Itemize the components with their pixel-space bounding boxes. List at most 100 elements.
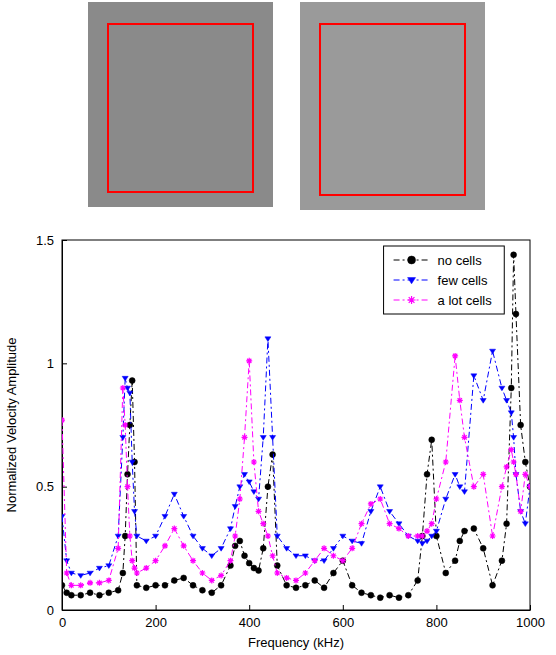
marker bbox=[302, 570, 308, 576]
marker-group bbox=[321, 585, 327, 591]
marker-group bbox=[330, 547, 336, 552]
marker bbox=[232, 533, 238, 539]
tick-label: 600 bbox=[332, 615, 354, 630]
marker-group bbox=[251, 490, 257, 495]
tick: 200 bbox=[145, 605, 167, 630]
marker bbox=[429, 437, 435, 443]
marker-group bbox=[443, 497, 449, 502]
marker bbox=[518, 422, 524, 428]
marker-group bbox=[122, 376, 128, 381]
marker bbox=[87, 590, 93, 596]
marker-group bbox=[504, 399, 510, 404]
marker-group bbox=[504, 464, 510, 470]
marker-group bbox=[284, 575, 290, 581]
marker-group bbox=[246, 358, 252, 364]
marker bbox=[260, 521, 266, 527]
marker-group bbox=[359, 590, 365, 596]
marker-group bbox=[256, 497, 262, 502]
series-line bbox=[62, 339, 530, 576]
marker-group bbox=[120, 570, 126, 576]
marker-group bbox=[218, 547, 224, 552]
marker bbox=[499, 386, 505, 391]
marker bbox=[419, 533, 425, 539]
marker-group bbox=[171, 577, 177, 583]
marker bbox=[122, 422, 128, 428]
legend-entry: few cells bbox=[394, 273, 488, 288]
marker bbox=[499, 484, 505, 490]
marker bbox=[508, 447, 514, 453]
marker-group bbox=[132, 510, 138, 515]
marker-group bbox=[433, 496, 439, 502]
marker-group bbox=[218, 582, 224, 588]
marker-group bbox=[87, 571, 93, 576]
marker-group bbox=[270, 452, 276, 458]
marker bbox=[349, 545, 355, 551]
marker-group bbox=[419, 533, 425, 539]
tick-mark bbox=[343, 605, 344, 610]
marker-group bbox=[429, 521, 435, 527]
marker-group bbox=[511, 436, 517, 441]
marker bbox=[209, 577, 215, 583]
series-line bbox=[62, 255, 530, 598]
marker-group bbox=[368, 510, 374, 515]
marker bbox=[153, 582, 159, 588]
marker-group bbox=[452, 558, 458, 564]
marker bbox=[78, 592, 84, 598]
marker bbox=[340, 558, 346, 564]
marker-group bbox=[120, 385, 126, 391]
marker bbox=[518, 508, 524, 514]
marker-group bbox=[284, 547, 290, 552]
marker bbox=[293, 585, 299, 591]
marker bbox=[527, 484, 530, 490]
marker-group bbox=[270, 553, 276, 559]
marker bbox=[480, 471, 486, 477]
marker bbox=[424, 471, 430, 477]
marker-group bbox=[419, 542, 425, 547]
marker bbox=[419, 542, 425, 547]
marker bbox=[134, 582, 140, 588]
marker-group bbox=[359, 521, 365, 527]
marker-group bbox=[260, 545, 266, 551]
marker bbox=[480, 545, 486, 551]
marker-group bbox=[256, 568, 262, 574]
data-area bbox=[62, 252, 530, 601]
marker-group bbox=[242, 473, 248, 478]
marker-group bbox=[78, 574, 84, 579]
marker-group bbox=[293, 577, 299, 583]
marker bbox=[480, 399, 486, 404]
marker-group bbox=[87, 590, 93, 596]
legend-label: few cells bbox=[438, 273, 488, 288]
marker-group bbox=[443, 570, 449, 576]
marker-group bbox=[513, 471, 519, 477]
marker-group bbox=[237, 538, 243, 544]
marker bbox=[457, 397, 463, 403]
marker-group bbox=[429, 534, 435, 539]
marker bbox=[471, 374, 477, 379]
marker bbox=[218, 572, 224, 578]
marker bbox=[508, 411, 514, 416]
marker-group bbox=[405, 533, 411, 539]
legend-box bbox=[384, 246, 505, 314]
marker-group bbox=[209, 590, 215, 596]
marker bbox=[429, 521, 435, 527]
marker bbox=[349, 582, 355, 588]
marker bbox=[504, 464, 510, 470]
marker-group bbox=[96, 592, 102, 598]
series-line bbox=[62, 356, 530, 585]
x-axis-title: Frequency (kHz) bbox=[248, 635, 344, 650]
marker bbox=[359, 590, 365, 596]
marker-group bbox=[471, 484, 477, 490]
marker-group bbox=[490, 349, 496, 354]
marker-group bbox=[62, 417, 65, 423]
marker bbox=[120, 436, 126, 441]
marker-group bbox=[181, 543, 187, 549]
marker-group bbox=[457, 538, 463, 544]
marker bbox=[265, 533, 271, 539]
marker bbox=[199, 587, 205, 593]
marker-group bbox=[127, 533, 133, 539]
marker bbox=[64, 570, 70, 576]
marker bbox=[419, 533, 425, 539]
marker-group bbox=[490, 533, 496, 539]
tick-label: 800 bbox=[426, 615, 448, 630]
marker bbox=[115, 587, 121, 593]
